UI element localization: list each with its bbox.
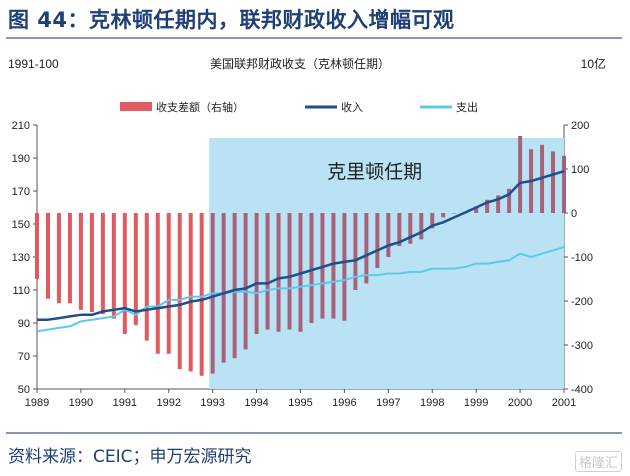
legend-label: 支出 (456, 100, 478, 114)
balance-bar (397, 213, 402, 246)
x-tick-label: 1998 (420, 397, 444, 409)
balance-bar (67, 213, 72, 304)
right-tick-label: 100 (571, 164, 589, 176)
balance-bar (353, 213, 358, 290)
watermark-logo: 格隆汇 (574, 451, 622, 472)
left-tick-label: 50 (18, 384, 30, 396)
legend-label: 收入 (341, 100, 363, 114)
left-tick-label: 90 (18, 318, 30, 330)
balance-bar (408, 213, 413, 244)
right-unit-label: 10亿 (581, 56, 606, 71)
balance-bar (474, 206, 479, 213)
balance-bar (309, 213, 314, 323)
balance-bar (35, 213, 39, 279)
left-tick-label: 70 (18, 351, 30, 363)
right-tick-label: -400 (571, 384, 593, 396)
x-tick-label: 2000 (508, 397, 532, 409)
left-tick-label: 150 (12, 219, 30, 231)
balance-bar (518, 136, 523, 213)
balance-bar (89, 213, 94, 312)
x-tick-label: 1994 (244, 397, 268, 409)
x-tick-label: 1990 (69, 397, 93, 409)
shade-label: 克里顿任期 (327, 161, 422, 183)
balance-bar (342, 213, 347, 321)
left-tick-label: 210 (12, 120, 30, 132)
right-tick-label: -100 (571, 252, 593, 264)
x-tick-label: 1989 (25, 397, 49, 409)
left-tick-label: 130 (12, 252, 30, 264)
balance-bar (276, 213, 281, 332)
balance-bar (287, 213, 292, 330)
balance-bar (562, 155, 566, 213)
balance-bar (188, 213, 193, 372)
x-tick-label: 1997 (376, 397, 400, 409)
x-tick-label: 1996 (332, 397, 356, 409)
balance-bar (155, 213, 160, 354)
balance-bar (496, 195, 501, 213)
balance-bar (78, 213, 83, 310)
balance-bar (166, 213, 171, 354)
balance-bar (441, 213, 446, 218)
balance-bar (100, 213, 105, 315)
right-tick-label: 200 (571, 120, 589, 132)
balance-bar (430, 213, 435, 229)
balance-bar (265, 213, 270, 330)
left-unit-label: 1991-100 (8, 57, 59, 71)
balance-bar (45, 213, 50, 299)
balance-bar (254, 213, 259, 334)
left-tick-label: 190 (12, 153, 30, 165)
chart-title: 美国联邦财政收支（克林顿任期） (210, 57, 390, 71)
chart: 克里顿任期 50 70 90 110 130 150 170 190 210 -400 -300 -20… (8, 56, 606, 409)
balance-bar (551, 151, 556, 213)
source-note: 资料来源：CEIC；申万宏源研究 (8, 447, 252, 467)
title-divider (6, 37, 622, 39)
spending-line (36, 246, 565, 333)
balance-bar (144, 213, 149, 341)
balance-bar (56, 213, 61, 304)
legend-swatch-balance (120, 102, 152, 111)
balance-bar (232, 213, 237, 359)
left-tick-label: 170 (12, 186, 30, 198)
right-tick-label: -300 (571, 340, 593, 352)
footer-divider (6, 432, 622, 434)
figure-title: 图 44：克林顿任期内，联邦财政收入增幅可观 (8, 8, 455, 32)
balance-bar (331, 213, 336, 319)
balance-bar (364, 213, 369, 284)
x-tick-label: 1995 (288, 397, 312, 409)
balance-bar (133, 213, 138, 326)
balance-bar (419, 213, 424, 240)
balance-bar (485, 199, 490, 213)
legend-label: 收支差额（右轴） (156, 100, 244, 114)
x-tick-label: 1992 (157, 397, 181, 409)
x-tick-label: 1993 (200, 397, 224, 409)
x-tick-label: 1991 (113, 397, 137, 409)
revenue-line (37, 170, 565, 321)
left-tick-label: 110 (12, 285, 30, 297)
balance-bar (386, 213, 391, 257)
right-tick-label: -200 (571, 296, 593, 308)
balance-bar (122, 213, 127, 334)
balance-bar (375, 213, 380, 268)
balance-bar (243, 213, 248, 350)
balance-bar (507, 188, 512, 213)
balance-bar (221, 213, 226, 363)
balance-bar (452, 213, 457, 214)
x-tick-label: 1999 (464, 397, 488, 409)
balance-bar (199, 213, 204, 376)
right-tick-label: 0 (571, 208, 577, 220)
x-tick-label: 2001 (552, 397, 576, 409)
balance-bar (111, 213, 116, 319)
balance-bar (177, 213, 182, 370)
